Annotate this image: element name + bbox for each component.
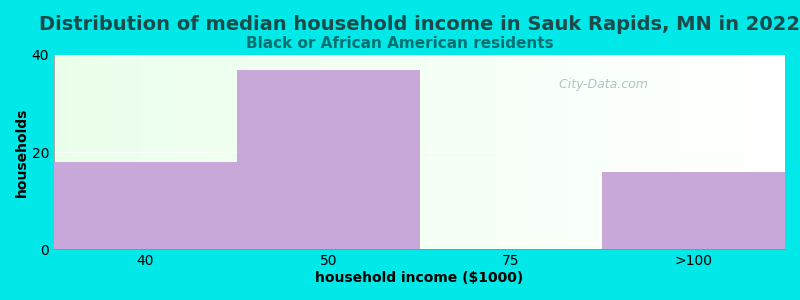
Bar <box>237 70 419 249</box>
Y-axis label: households: households <box>15 107 29 197</box>
X-axis label: household income ($1000): household income ($1000) <box>315 271 524 285</box>
Bar <box>54 162 237 249</box>
Text: Black or African American residents: Black or African American residents <box>246 36 554 51</box>
Bar <box>602 172 785 249</box>
Text: City-Data.com: City-Data.com <box>551 78 648 91</box>
Title: Distribution of median household income in Sauk Rapids, MN in 2022: Distribution of median household income … <box>39 15 800 34</box>
